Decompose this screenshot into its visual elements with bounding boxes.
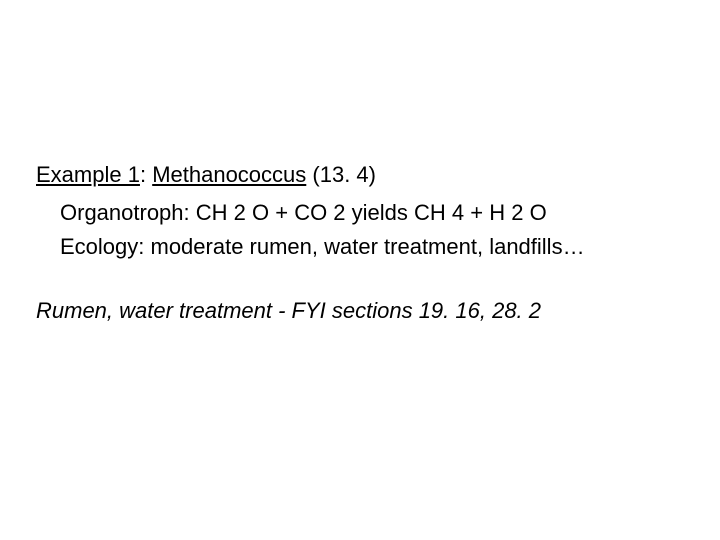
genus-name: Methanococcus: [152, 162, 306, 187]
section-ref: (13. 4): [306, 162, 376, 187]
line-ecology: Ecology: moderate rumen, water treatment…: [60, 234, 585, 260]
sub-2c: 2: [505, 200, 523, 225]
mid3: + H: [464, 200, 505, 225]
sub-2a: 2: [228, 200, 246, 225]
line-example-heading: Example 1: Methanococcus (13. 4): [36, 162, 376, 188]
sub-2b: 2: [327, 200, 345, 225]
sub-4: 4: [446, 200, 464, 225]
mid2: yields CH: [346, 200, 446, 225]
mid4: O: [523, 200, 546, 225]
colon: :: [140, 162, 152, 187]
organotroph-prefix: Organotroph: CH: [60, 200, 228, 225]
slide: Example 1: Methanococcus (13. 4) Organot…: [0, 0, 720, 540]
example-label: Example 1: [36, 162, 140, 187]
line-fyi: Rumen, water treatment - FYI sections 19…: [36, 298, 541, 324]
line-organotroph: Organotroph: CH 2 O + CO 2 yields CH 4 +…: [60, 200, 547, 226]
mid1: O + CO: [246, 200, 327, 225]
